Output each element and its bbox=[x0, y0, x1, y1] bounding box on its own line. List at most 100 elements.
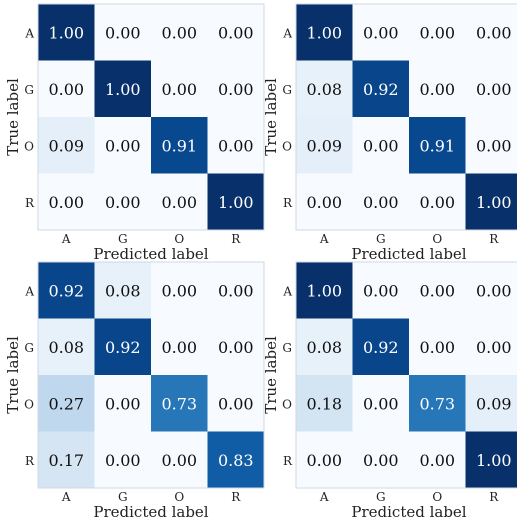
cell-value-label: 0.73 bbox=[419, 394, 455, 413]
cell-value-label: 0.00 bbox=[161, 80, 197, 99]
heatmap-cell bbox=[296, 262, 353, 319]
heatmap-cell bbox=[409, 318, 466, 376]
x-tick-label: G bbox=[118, 232, 128, 246]
cell-value-label: 1.00 bbox=[476, 451, 512, 470]
y-axis-label: True label bbox=[262, 78, 280, 156]
heatmap-cell bbox=[465, 4, 517, 61]
heatmap-cell bbox=[151, 262, 208, 319]
cell-value-label: 0.00 bbox=[161, 338, 197, 357]
cell-value-label: 0.18 bbox=[306, 394, 342, 413]
x-tick-label: G bbox=[376, 490, 386, 504]
y-tick-label: O bbox=[24, 139, 34, 153]
x-axis-label: Predicted label bbox=[93, 503, 208, 521]
confusion-matrix-panel-4: 1.00 0.00 0.00 0.00 0.08 0.92 0.00 0.00 0.18 0.00… bbox=[262, 261, 517, 521]
cell-value-label: 0.83 bbox=[218, 451, 254, 470]
heatmap-cell bbox=[94, 318, 152, 376]
y-tick-label: A bbox=[24, 284, 34, 298]
heatmap-cell bbox=[38, 431, 95, 489]
cell-value-label: 0.00 bbox=[476, 80, 512, 99]
heatmap-cell bbox=[38, 173, 95, 231]
x-axis-label: Predicted label bbox=[351, 503, 466, 521]
heatmap-cell bbox=[296, 318, 353, 376]
heatmap-cell bbox=[296, 375, 353, 432]
y-tick-label: A bbox=[24, 26, 34, 40]
heatmap-cell bbox=[207, 60, 265, 118]
cell-value-label: 0.91 bbox=[161, 136, 197, 155]
cell-value-label: 0.00 bbox=[363, 193, 399, 212]
x-tick-label: R bbox=[489, 232, 499, 246]
y-tick-label: R bbox=[283, 454, 293, 468]
heatmap-cell bbox=[207, 117, 265, 174]
y-tick-label: O bbox=[282, 397, 292, 411]
x-tick-label: A bbox=[61, 232, 71, 246]
heatmap-cell bbox=[465, 117, 517, 174]
heatmap-cell bbox=[207, 173, 265, 231]
cell-value-label: 1.00 bbox=[306, 23, 342, 42]
heatmap-cell bbox=[207, 4, 265, 61]
cell-value-label: 0.00 bbox=[419, 338, 455, 357]
cell-value-label: 0.00 bbox=[419, 281, 455, 300]
heatmap-cell bbox=[465, 60, 517, 118]
heatmap-cell bbox=[352, 4, 410, 61]
heatmap-cell bbox=[409, 60, 466, 118]
y-tick-label: G bbox=[24, 341, 34, 355]
cell-value-label: 0.00 bbox=[419, 23, 455, 42]
heatmap-cell bbox=[151, 117, 208, 174]
heatmap-cell bbox=[151, 431, 208, 489]
cell-value-label: 0.73 bbox=[161, 394, 197, 413]
cell-value-label: 1.00 bbox=[105, 80, 141, 99]
heatmap-cell bbox=[207, 375, 265, 432]
y-axis-label: True label bbox=[4, 78, 22, 156]
heatmap-cell bbox=[409, 431, 466, 489]
heatmap-cell bbox=[38, 318, 95, 376]
cell-value-label: 0.00 bbox=[218, 394, 254, 413]
cell-value-label: 0.00 bbox=[218, 80, 254, 99]
x-axis-label: Predicted label bbox=[93, 245, 208, 263]
cell-value-label: 0.00 bbox=[161, 281, 197, 300]
cell-value-label: 0.17 bbox=[48, 451, 84, 470]
x-tick-label: A bbox=[319, 232, 329, 246]
cell-value-label: 0.00 bbox=[306, 193, 342, 212]
y-tick-label: R bbox=[283, 196, 293, 210]
cell-value-label: 0.91 bbox=[419, 136, 455, 155]
cell-value-label: 1.00 bbox=[218, 193, 254, 212]
heatmap-cell bbox=[296, 117, 353, 174]
cell-value-label: 0.09 bbox=[306, 136, 342, 155]
x-tick-label: G bbox=[376, 232, 386, 246]
cell-value-label: 0.00 bbox=[218, 23, 254, 42]
heatmap-cell bbox=[207, 262, 265, 319]
cell-value-label: 0.00 bbox=[363, 136, 399, 155]
cell-value-label: 1.00 bbox=[306, 281, 342, 300]
y-tick-label: A bbox=[282, 284, 292, 298]
x-tick-label: O bbox=[174, 232, 184, 246]
heatmap-cell bbox=[465, 262, 517, 319]
cell-value-label: 1.00 bbox=[48, 23, 84, 42]
heatmap-cell bbox=[94, 262, 152, 319]
cell-value-label: 0.00 bbox=[476, 136, 512, 155]
cell-value-label: 0.92 bbox=[105, 338, 141, 357]
cell-value-label: 0.92 bbox=[363, 80, 399, 99]
heatmap-cell bbox=[409, 173, 466, 231]
x-tick-label: A bbox=[61, 490, 71, 504]
y-tick-label: G bbox=[282, 83, 292, 97]
heatmap-cell bbox=[352, 117, 410, 174]
cell-value-label: 0.00 bbox=[105, 136, 141, 155]
heatmap-cell bbox=[94, 173, 152, 231]
cell-value-label: 0.00 bbox=[306, 451, 342, 470]
heatmap-cell bbox=[38, 262, 95, 319]
heatmap-cell bbox=[352, 60, 410, 118]
cell-value-label: 0.08 bbox=[48, 338, 84, 357]
heatmap-cell bbox=[94, 375, 152, 432]
y-tick-label: A bbox=[282, 26, 292, 40]
heatmap-cell bbox=[296, 4, 353, 61]
y-tick-label: G bbox=[24, 83, 34, 97]
heatmap-cell bbox=[409, 4, 466, 61]
heatmap-cell bbox=[352, 431, 410, 489]
cell-value-label: 0.00 bbox=[48, 193, 84, 212]
cell-value-label: 0.00 bbox=[105, 193, 141, 212]
heatmap-cell bbox=[151, 173, 208, 231]
cell-value-label: 0.00 bbox=[363, 394, 399, 413]
cell-value-label: 0.00 bbox=[218, 281, 254, 300]
heatmap-cell bbox=[94, 431, 152, 489]
cell-value-label: 0.08 bbox=[306, 80, 342, 99]
